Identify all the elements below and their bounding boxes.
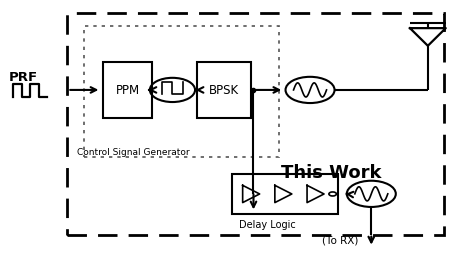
Text: Delay Logic: Delay Logic	[239, 219, 296, 229]
Bar	[67, 14, 444, 235]
Text: This Work: This Work	[281, 163, 382, 181]
Bar	[103, 63, 152, 118]
Text: PRF: PRF	[9, 70, 37, 83]
Bar	[232, 175, 338, 214]
Text: Control Signal Generator: Control Signal Generator	[77, 148, 190, 157]
Text: (To RX): (To RX)	[322, 235, 359, 245]
Bar	[84, 26, 279, 157]
Bar	[197, 63, 251, 118]
Text: BPSK: BPSK	[209, 84, 239, 97]
Text: PPM: PPM	[115, 84, 139, 97]
